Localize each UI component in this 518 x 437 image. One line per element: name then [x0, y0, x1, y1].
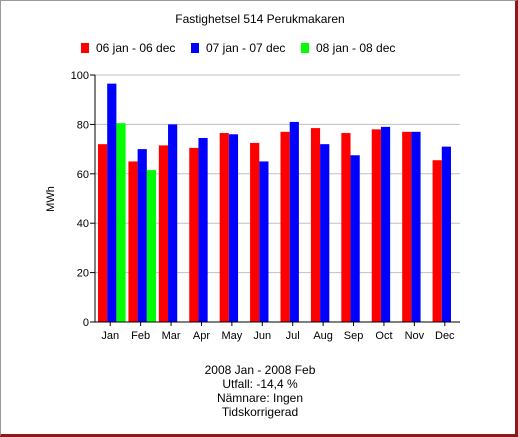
- x-tick-label-dec: Dec: [435, 330, 455, 342]
- legend-item-series-1: 06 jan - 06 dec: [81, 41, 175, 55]
- bar-jun-series-2: [259, 161, 269, 322]
- bar-may-series-2: [228, 134, 239, 322]
- bar-oct-series-1: [371, 129, 381, 322]
- x-tick-label-mar: Mar: [162, 330, 181, 342]
- x-tick-label-sep: Sep: [344, 330, 364, 342]
- bar-oct-series-2: [380, 126, 391, 323]
- bar-sep-series-1: [341, 133, 351, 322]
- y-tick-label-80: 80: [77, 119, 89, 131]
- chart-title: Fastighetsel 514 Perukmakaren: [175, 12, 345, 26]
- bar-mar-series-2: [168, 124, 178, 323]
- y-tick-label-100: 100: [71, 70, 89, 82]
- plot-area: MWh 0 20 40 60 80 100 Jan Feb Mar Apr May Jun Jul Aug…: [45, 70, 460, 342]
- bar-feb-series-2: [137, 149, 147, 322]
- bar-nov-series-2: [411, 131, 421, 322]
- footer-denominator: Nämnare: Ingen: [216, 391, 304, 405]
- bar-jul-series-1: [280, 131, 290, 322]
- bar-dec-series-1: [432, 160, 442, 322]
- x-tick-label-apr: Apr: [193, 330, 210, 342]
- bar-jul-series-2: [289, 121, 299, 323]
- x-tick-label-oct: Oct: [375, 330, 392, 342]
- footer-correction: Tidskorrigerad: [221, 405, 299, 419]
- footer-period: 2008 Jan - 2008 Feb: [204, 363, 316, 377]
- x-tick-label-jan: Jan: [101, 330, 119, 342]
- x-tick-label-aug: Aug: [313, 330, 333, 342]
- bar-apr-series-2: [198, 137, 208, 322]
- legend-item-series-2: 07 jan - 07 dec: [191, 41, 285, 55]
- legend-item-series-3: 08 jan - 08 dec: [301, 41, 395, 55]
- y-tick-label-20: 20: [77, 268, 89, 280]
- footer-outcome: Utfall: -14,4 %: [222, 377, 298, 391]
- x-tick-label-may: May: [221, 330, 242, 342]
- bar-may-series-1: [219, 133, 229, 322]
- y-tick-label-0: 0: [83, 317, 89, 329]
- bar-aug-series-2: [320, 144, 330, 322]
- bar-mar-series-1: [158, 145, 169, 322]
- y-tick-label-60: 60: [77, 169, 89, 181]
- legend-swatch-series-1: [81, 43, 89, 53]
- bar-jan-series-1: [98, 144, 108, 322]
- bar-feb-series-1: [128, 161, 138, 322]
- bar-feb-series-3: [146, 170, 157, 322]
- bar-jun-series-1: [250, 142, 260, 322]
- legend-label-series-1: 06 jan - 06 dec: [96, 41, 176, 55]
- legend-swatch-series-3: [301, 43, 309, 53]
- legend-label-series-3: 08 jan - 08 dec: [316, 41, 396, 55]
- y-axis-label: MWh: [45, 186, 57, 212]
- x-tick-label-jul: Jul: [286, 330, 300, 342]
- x-tick-label-feb: Feb: [131, 330, 150, 342]
- bar-nov-series-1: [402, 131, 412, 322]
- x-tick-label-jun: Jun: [253, 330, 271, 342]
- bar-jan-series-2: [107, 83, 117, 323]
- legend-label-series-2: 07 jan - 07 dec: [206, 41, 286, 55]
- chart-footer: 2008 Jan - 2008 Feb Utfall: -14,4 % Nämn…: [1, 363, 518, 419]
- bar-aug-series-1: [310, 128, 321, 322]
- bar-dec-series-2: [441, 146, 451, 322]
- bar-apr-series-1: [189, 147, 199, 322]
- bar-sep-series-2: [350, 155, 360, 322]
- x-tick-label-nov: Nov: [405, 330, 425, 342]
- y-tick-label-40: 40: [77, 218, 89, 230]
- legend-swatch-series-2: [191, 43, 199, 53]
- bar-jan-series-3: [116, 123, 126, 322]
